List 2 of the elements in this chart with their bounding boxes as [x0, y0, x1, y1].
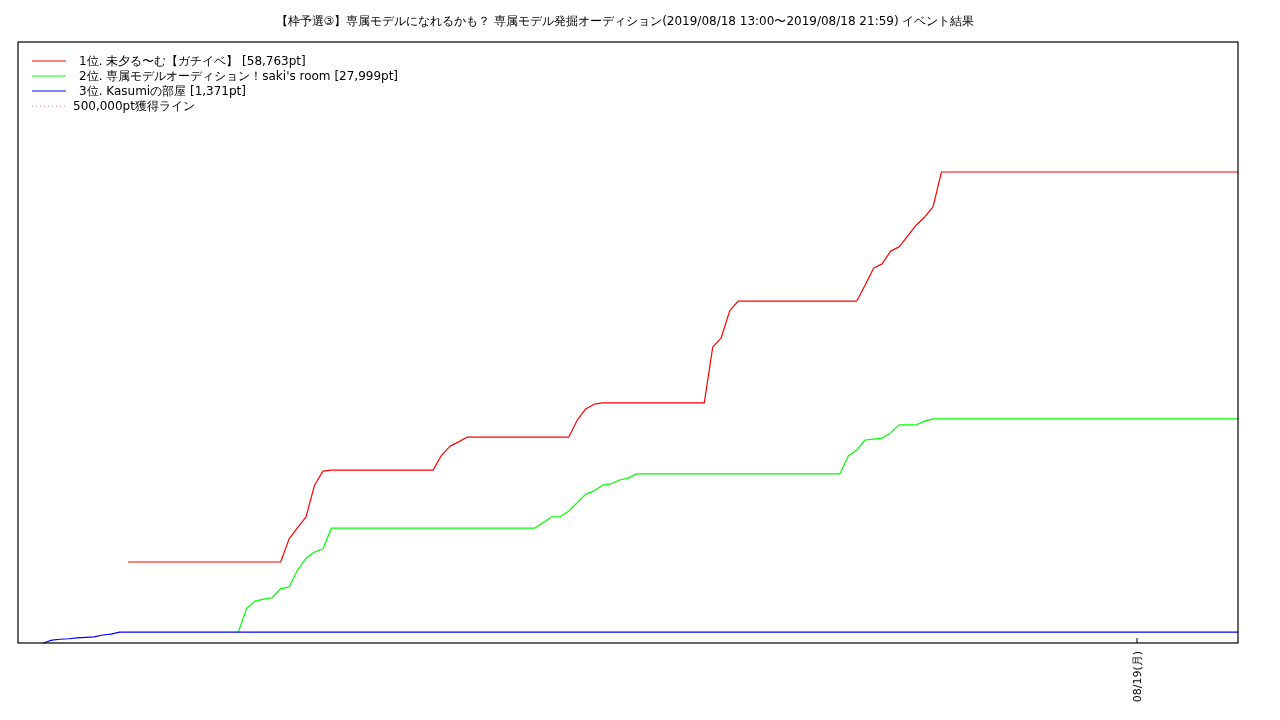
annotation: 08/19(月) [1131, 651, 1144, 703]
title: 【枠予選③】専属モデルになれるかも？ 専属モデル発掘オーディション(2019/08/18 13:00〜2019/08/18 21:59) イベント結果 [275, 14, 975, 28]
